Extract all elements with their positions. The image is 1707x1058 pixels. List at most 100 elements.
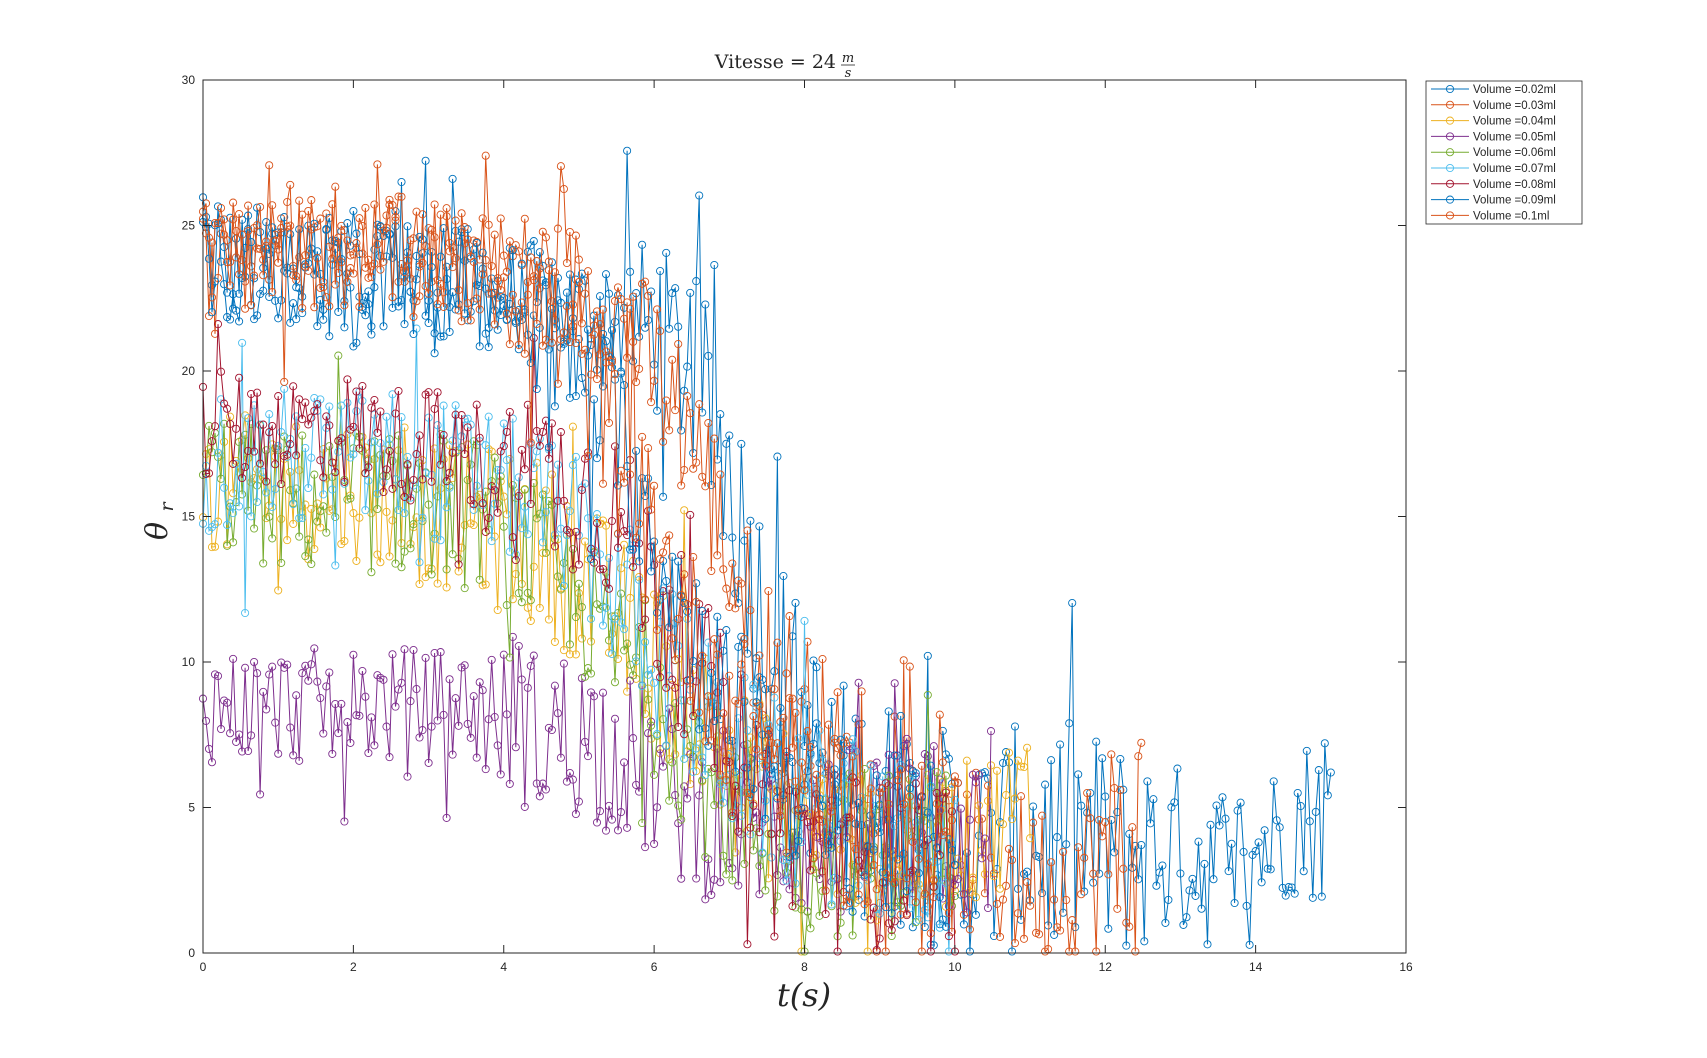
- data-point: [526, 253, 535, 262]
- data-point: [274, 749, 283, 758]
- data-point: [550, 268, 559, 277]
- data-point: [641, 615, 650, 624]
- data-point: [950, 886, 959, 895]
- data-point: [493, 274, 502, 283]
- data-point: [547, 470, 556, 479]
- x-tick-label: 10: [948, 960, 962, 974]
- data-point: [803, 817, 812, 827]
- data-point: [259, 286, 268, 295]
- data-point: [592, 307, 602, 316]
- data-point: [346, 494, 355, 503]
- data-point: [349, 250, 358, 259]
- data-point: [448, 550, 457, 559]
- data-point: [638, 818, 647, 828]
- data-point: [301, 552, 310, 561]
- data-point: [623, 353, 632, 362]
- data-point: [785, 852, 794, 862]
- data-point: [1194, 837, 1203, 846]
- data-point: [827, 807, 836, 816]
- data-point: [659, 548, 668, 557]
- y-tick-label: 0: [188, 946, 195, 960]
- data-point: [331, 468, 340, 477]
- data-point: [623, 823, 632, 832]
- data-point: [210, 422, 220, 431]
- data-point: [680, 696, 689, 705]
- data-point: [207, 543, 217, 552]
- data-point: [656, 326, 665, 336]
- data-point: [644, 291, 653, 300]
- data-point: [1164, 895, 1173, 904]
- data-point: [535, 509, 544, 518]
- data-point: [337, 539, 346, 549]
- data-point: [367, 713, 376, 722]
- data-point: [1221, 814, 1230, 823]
- data-point: [764, 586, 773, 596]
- data-point: [331, 699, 340, 709]
- data-point: [1269, 777, 1278, 786]
- data-point: [574, 255, 583, 264]
- data-point: [277, 514, 286, 524]
- data-point: [716, 410, 725, 419]
- data-point: [352, 387, 361, 396]
- data-point: [391, 216, 400, 225]
- data-point: [277, 558, 286, 567]
- data-point: [571, 527, 580, 536]
- data-point: [583, 325, 593, 334]
- data-point: [433, 388, 442, 397]
- data-point: [295, 225, 304, 234]
- data-point: [1016, 762, 1026, 771]
- data-point: [445, 327, 454, 336]
- data-point: [478, 686, 487, 695]
- data-point: [872, 885, 881, 894]
- data-point: [1080, 853, 1089, 862]
- data-point: [962, 848, 971, 857]
- data-point: [881, 903, 890, 912]
- data-point: [334, 436, 343, 445]
- data-point: [442, 503, 451, 512]
- data-point: [713, 688, 722, 697]
- data-point: [941, 788, 950, 797]
- data-point: [331, 561, 340, 570]
- data-point: [896, 920, 905, 929]
- data-point: [830, 873, 839, 882]
- data-point: [935, 923, 944, 932]
- data-point: [869, 903, 878, 912]
- data-point: [1203, 940, 1212, 949]
- data-point: [592, 454, 602, 463]
- data-point: [1314, 766, 1323, 775]
- data-point: [797, 697, 806, 706]
- data-point: [800, 786, 809, 795]
- data-point: [529, 237, 538, 246]
- data-point: [1104, 924, 1113, 933]
- data-point: [490, 453, 499, 462]
- data-point: [451, 401, 460, 410]
- data-point: [207, 293, 217, 302]
- data-point: [520, 349, 529, 358]
- series-line: [202, 155, 956, 934]
- data-point: [704, 351, 713, 360]
- data-point: [671, 750, 680, 759]
- data-point: [424, 388, 433, 397]
- series-line: [202, 324, 956, 952]
- data-point: [635, 575, 644, 584]
- data-point: [442, 565, 451, 574]
- data-point: [616, 564, 626, 573]
- data-point: [337, 434, 346, 443]
- data-point: [469, 692, 478, 701]
- data-point: [207, 448, 217, 457]
- data-point: [223, 313, 232, 322]
- data-point: [499, 492, 508, 501]
- data-point: [460, 521, 469, 530]
- data-point: [680, 730, 689, 739]
- data-point: [439, 224, 448, 233]
- data-point: [1170, 798, 1179, 807]
- data-point: [235, 209, 244, 219]
- data-point: [295, 756, 304, 765]
- data-point: [406, 287, 415, 296]
- data-point: [487, 261, 496, 271]
- data-point: [454, 286, 463, 295]
- data-point: [710, 801, 719, 810]
- data-point: [788, 694, 797, 703]
- data-point: [755, 828, 764, 837]
- data-point: [457, 411, 466, 420]
